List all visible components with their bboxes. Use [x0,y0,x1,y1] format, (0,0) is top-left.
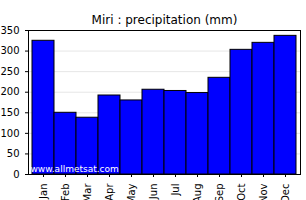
svg-text:Feb: Feb [60,184,71,200]
svg-text:Jul: Jul [170,184,181,197]
svg-text:200: 200 [0,86,19,97]
svg-text:www.allmetsat.com: www.allmetsat.com [31,164,119,174]
svg-text:Jun: Jun [148,184,159,200]
svg-text:50: 50 [7,148,20,159]
svg-text:Jan: Jan [38,184,49,200]
svg-text:May: May [126,183,137,200]
svg-text:Miri : precipitation (mm): Miri : precipitation (mm) [92,13,238,27]
svg-text:100: 100 [0,128,19,139]
svg-text:0: 0 [13,169,19,180]
svg-text:Mar: Mar [82,183,93,200]
svg-text:Oct: Oct [236,183,247,200]
svg-text:250: 250 [0,66,19,77]
svg-text:350: 350 [0,25,19,36]
svg-text:Sep: Sep [214,184,225,200]
svg-text:Dec: Dec [280,184,291,200]
svg-text:300: 300 [0,45,19,56]
svg-text:Nov: Nov [258,183,269,200]
svg-text:Aug: Aug [192,184,203,200]
svg-text:Apr: Apr [104,183,115,200]
svg-text:150: 150 [0,107,19,118]
